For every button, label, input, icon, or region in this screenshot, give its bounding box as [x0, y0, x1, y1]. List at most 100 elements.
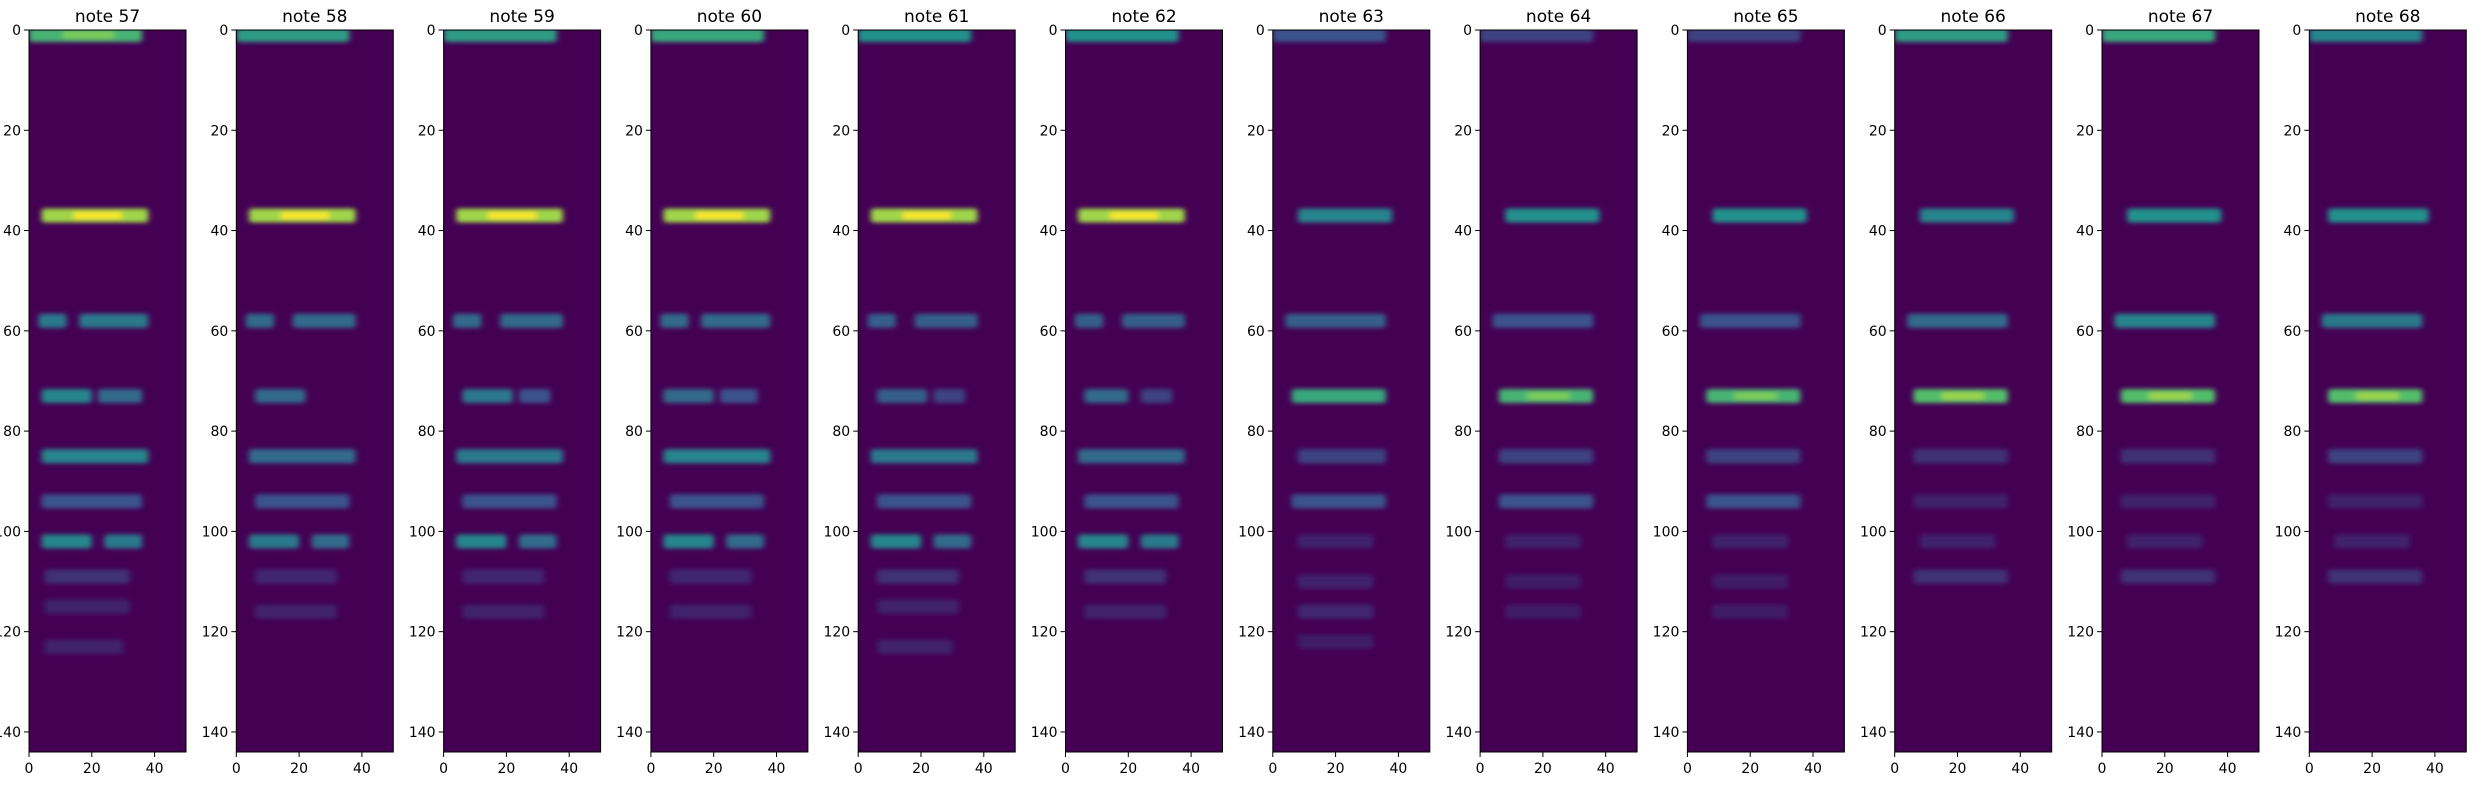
y-tick-label: 120: [1031, 625, 1058, 641]
y-tick-label: 20: [625, 123, 643, 139]
y-tick-label: 40: [1869, 224, 1887, 240]
harmonic-band: [249, 534, 299, 548]
harmonic-band: [519, 534, 557, 548]
y-tick-label: 60: [2283, 324, 2301, 340]
harmonic-band: [1084, 569, 1166, 583]
harmonic-band: [2322, 314, 2422, 328]
harmonic-band: [45, 600, 130, 614]
harmonic-band: [1298, 605, 1373, 619]
harmonic-band: [1298, 449, 1386, 463]
y-tick-label: 60: [1040, 324, 1058, 340]
panel-title: note 57: [75, 7, 140, 27]
harmonic-band-core: [1735, 393, 1777, 400]
harmonic-band: [1493, 314, 1593, 328]
harmonic-band: [1505, 534, 1580, 548]
harmonic-band: [871, 534, 921, 548]
panel-title: note 66: [1941, 7, 2006, 27]
harmonic-band: [462, 494, 556, 508]
y-tick-label: 120: [2067, 625, 2094, 641]
harmonic-band: [2328, 449, 2422, 463]
harmonic-band: [255, 494, 349, 508]
harmonic-band: [877, 600, 959, 614]
harmonic-band-core: [1527, 393, 1569, 400]
harmonic-band: [1505, 605, 1580, 619]
y-tick-label: 60: [1662, 324, 1680, 340]
y-tick-label: 140: [1860, 725, 1887, 741]
y-tick-label: 0: [2292, 23, 2301, 39]
heatmap-panel: note 67 0 20 40 60 80 100 120 140 0 20 40: [2067, 7, 2259, 777]
harmonic-band: [1141, 389, 1172, 403]
harmonic-band: [1499, 494, 1593, 508]
harmonic-band-core: [63, 32, 114, 39]
y-tick-label: 80: [832, 424, 850, 440]
y-tick-label: 120: [1445, 625, 1472, 641]
x-tick-label: 20: [2156, 761, 2174, 777]
x-tick-label: 0: [1890, 761, 1899, 777]
x-tick-label: 0: [2098, 761, 2107, 777]
harmonic-band-core: [488, 212, 536, 219]
panel-title: note 60: [697, 7, 762, 27]
harmonic-band: [877, 389, 927, 403]
harmonic-band: [1914, 449, 2008, 463]
harmonic-band: [1499, 449, 1593, 463]
harmonic-band: [915, 314, 978, 328]
y-tick-label: 60: [418, 324, 436, 340]
y-tick-label: 40: [3, 224, 21, 240]
harmonic-band: [1505, 208, 1599, 222]
y-tick-label: 40: [1662, 224, 1680, 240]
harmonic-band: [246, 314, 274, 328]
harmonic-band: [255, 389, 305, 403]
harmonic-band: [1713, 534, 1788, 548]
harmonic-band: [2127, 208, 2221, 222]
harmonic-band: [663, 534, 713, 548]
heatmap-panel: note 620204060801001201400 20 40: [1031, 7, 1223, 777]
y-tick-label: 40: [2283, 224, 2301, 240]
harmonic-band: [1914, 494, 2008, 508]
x-tick-label: 0: [25, 761, 34, 777]
x-tick-label: 0: [1476, 761, 1485, 777]
y-tick-label: 40: [210, 224, 228, 240]
harmonic-band: [1713, 605, 1788, 619]
y-tick-label: 100: [409, 524, 436, 540]
harmonic-band-core: [903, 212, 951, 219]
y-tick-label: 40: [1040, 224, 1058, 240]
y-tick-label: 100: [1653, 524, 1680, 540]
y-tick-label: 100: [2067, 524, 2094, 540]
harmonic-band: [934, 389, 965, 403]
x-tick-label: 40: [560, 761, 578, 777]
panel-title: note 59: [489, 7, 554, 27]
y-tick-label: 140: [202, 725, 229, 741]
y-tick-label: 120: [202, 625, 229, 641]
heatmap-panel: note 640204060801001201400 20 40: [1445, 7, 1637, 777]
harmonic-band: [453, 314, 481, 328]
heatmap-panel: note 660204060801001201400 20 40: [1860, 7, 2052, 777]
y-tick-label: 0: [12, 23, 21, 39]
x-tick-label: 0: [646, 761, 655, 777]
y-tick-label: 0: [427, 23, 436, 39]
harmonic-band: [1920, 534, 1995, 548]
y-tick-label: 0: [841, 23, 850, 39]
y-tick-label: 100: [823, 524, 850, 540]
harmonic-band: [663, 389, 713, 403]
x-tick-label: 40: [1804, 761, 1822, 777]
y-tick-label: 80: [2076, 424, 2094, 440]
y-tick-label: 20: [1662, 123, 1680, 139]
y-tick-label: 120: [2275, 625, 2302, 641]
heatmap-panel: note 600204060801001201400 20 40: [616, 7, 808, 777]
harmonic-band-core: [695, 212, 743, 219]
harmonic-band: [1285, 314, 1385, 328]
harmonic-band: [42, 534, 92, 548]
harmonic-band: [877, 569, 959, 583]
x-tick-label: 40: [353, 761, 371, 777]
harmonic-band: [45, 569, 130, 583]
x-tick-label: 0: [232, 761, 241, 777]
heatmap-panel: note 57 0 20 40 60 80 100 120 140 0 20 40: [0, 7, 186, 777]
x-tick-label: 40: [1182, 761, 1200, 777]
y-tick-label: 40: [1247, 224, 1265, 240]
harmonic-band: [2115, 314, 2215, 328]
harmonic-band: [670, 569, 752, 583]
y-tick-label: 100: [0, 524, 21, 540]
panel-title: note 65: [1733, 7, 1798, 27]
harmonic-band-core: [74, 212, 122, 219]
